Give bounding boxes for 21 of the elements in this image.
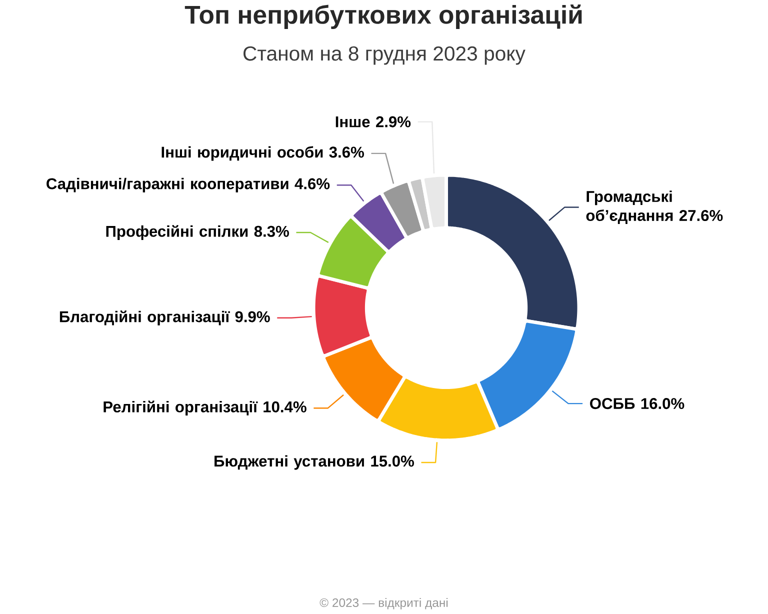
data-label: 9.9% bbox=[235, 311, 270, 322]
data-label: 4.6% bbox=[294, 178, 330, 190]
slice-label: ОСББ bbox=[590, 398, 635, 410]
slice-label: Інші юридичні особи bbox=[162, 146, 323, 161]
slice-label: Громадські об’єднання bbox=[586, 190, 673, 224]
text: © 2023 — відкриті дані bbox=[320, 598, 448, 610]
data-label: 3.6% bbox=[329, 146, 364, 158]
data-label: 27.6% bbox=[679, 210, 723, 222]
data-label: 10.4% bbox=[264, 401, 306, 412]
slice-label: Бюджетні установи bbox=[214, 455, 364, 470]
data-label: 8.3% bbox=[254, 226, 289, 237]
chart-title: Топ неприбуткових організацій bbox=[184, 4, 582, 30]
slice-label: Садівничі/гаражні кооперативи bbox=[46, 178, 288, 192]
slice-label: Релігійні організації bbox=[104, 400, 258, 416]
slice-label: Інше bbox=[336, 116, 370, 128]
chart-subtitle: Станом на 8 грудня 2023 року bbox=[244, 46, 526, 65]
data-label: 16.0% bbox=[641, 398, 684, 410]
data-label: 2.9% bbox=[376, 116, 411, 128]
slice-label: Благодійні організації bbox=[60, 310, 230, 326]
slice-label: Професійні спілки bbox=[106, 225, 248, 240]
data-label: 15.0% bbox=[371, 456, 414, 467]
